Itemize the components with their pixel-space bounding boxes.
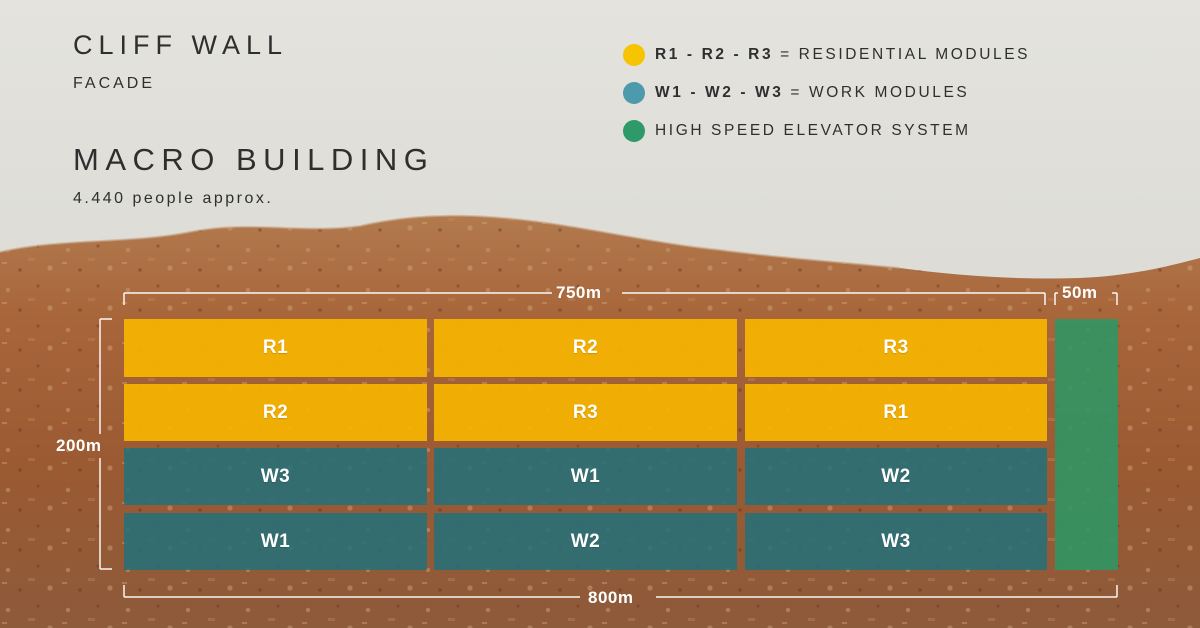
- dimension-width-800: 800m: [588, 588, 634, 607]
- elevator-dot-icon: [623, 120, 645, 142]
- module-r1-row1-col1: R1: [124, 319, 427, 377]
- module-r2-row1-col2: R2: [434, 319, 737, 377]
- legend-item-elevator: HIGH SPEED ELEVATOR SYSTEM: [623, 112, 1030, 150]
- module-r2-row2-col1: R2: [124, 384, 427, 441]
- work-dot-icon: [623, 82, 645, 104]
- module-w2-row4-col2: W2: [434, 513, 737, 570]
- module-r1-row2-col3: R1: [745, 384, 1047, 441]
- module-r3-row1-col3: R3: [745, 319, 1047, 377]
- residential-dot-icon: [623, 44, 645, 66]
- module-w3-row3-col1: W3: [124, 448, 427, 505]
- page-title: CLIFF WALL: [73, 30, 289, 60]
- legend-label-work: = WORK MODULES: [790, 84, 970, 101]
- module-w3-row4-col3: W3: [745, 513, 1047, 570]
- legend-key-residential: R1 - R2 - R3: [655, 46, 774, 63]
- module-w2-row3-col3: W2: [745, 448, 1047, 505]
- legend-label-elevator: HIGH SPEED ELEVATOR SYSTEM: [655, 122, 971, 139]
- legend-item-residential: R1 - R2 - R3 = RESIDENTIAL MODULES: [623, 36, 1030, 74]
- dimension-width-50: 50m: [1062, 283, 1098, 302]
- module-w1-row4-col1: W1: [124, 513, 427, 570]
- dimension-height-200: 200m: [56, 436, 102, 455]
- module-w1-row3-col2: W1: [434, 448, 737, 505]
- building-title: MACRO BUILDING: [73, 142, 435, 177]
- legend-label-residential: = RESIDENTIAL MODULES: [780, 46, 1031, 63]
- dimension-width-750: 750m: [556, 283, 602, 302]
- elevator-shaft: [1055, 319, 1118, 570]
- building-subtitle: 4.440 people approx.: [73, 190, 274, 207]
- legend: R1 - R2 - R3 = RESIDENTIAL MODULES W1 - …: [623, 36, 1030, 150]
- legend-key-work: W1 - W2 - W3: [655, 84, 784, 101]
- module-r3-row2-col2: R3: [434, 384, 737, 441]
- legend-item-work: W1 - W2 - W3 = WORK MODULES: [623, 74, 1030, 112]
- dimension-lines: [99, 292, 1118, 598]
- page-subtitle: FACADE: [73, 75, 156, 92]
